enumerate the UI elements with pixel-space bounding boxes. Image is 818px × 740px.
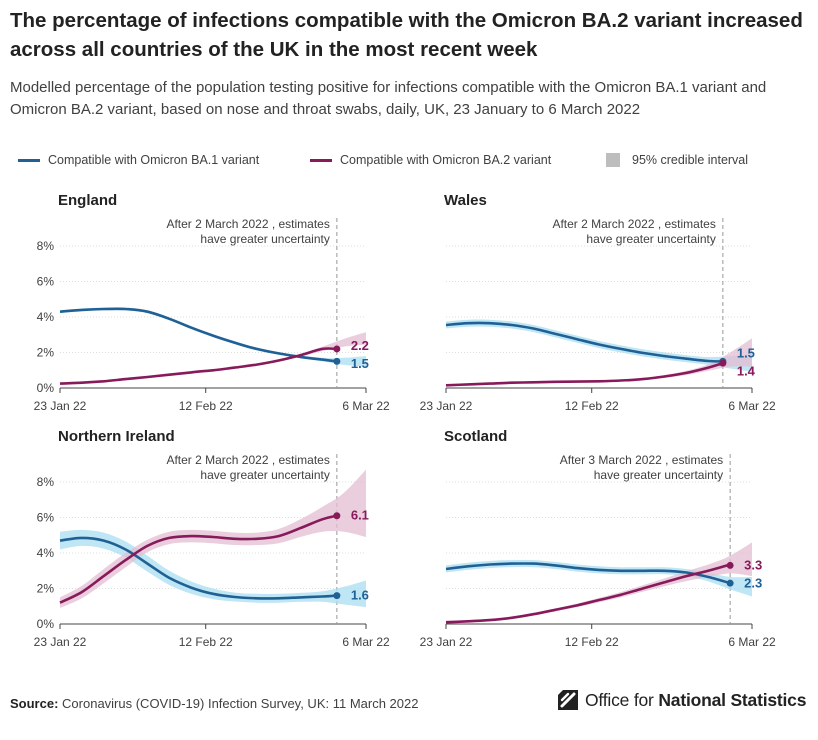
series-line-ba2 xyxy=(445,563,731,624)
y-tick-label: 4% xyxy=(37,546,55,560)
x-tick-label: 23 Jan 22 xyxy=(420,635,473,649)
x-tick-label: 6 Mar 22 xyxy=(342,399,390,413)
y-tick-label: 4% xyxy=(37,310,55,324)
credible-interval-ba2 xyxy=(60,469,366,608)
uncertainty-annotation: have greater uncertainty xyxy=(586,232,715,246)
panel-england: England 0% 2% 4% 6% 8% 23 Jan 22 12 Feb 22 6 Mar… xyxy=(34,192,390,413)
uncertainty-annotation: After 2 March 2022 , estimates xyxy=(166,217,329,231)
end-point-ba2 xyxy=(719,359,727,367)
legend-label-ci: 95% credible interval xyxy=(632,153,749,167)
x-tick-label: 23 Jan 22 xyxy=(420,399,473,413)
panel-title: Scotland xyxy=(444,428,507,445)
series-line-ba1 xyxy=(445,321,723,363)
panel-title: England xyxy=(58,192,117,209)
uncertainty-annotation: After 2 March 2022 , estimates xyxy=(552,217,715,231)
legend-item-ba1: Compatible with Omicron BA.1 variant xyxy=(18,150,259,170)
ons-logo-text: Office for National Statistics xyxy=(585,690,806,711)
y-tick-label: 8% xyxy=(37,239,55,253)
end-point-ba2 xyxy=(333,345,341,353)
uncertainty-annotation: After 2 March 2022 , estimates xyxy=(166,453,329,467)
x-tick-label: 12 Feb 22 xyxy=(179,399,233,413)
end-label-ba2: 6.1 xyxy=(351,508,369,523)
source-label: Source: xyxy=(10,696,59,711)
legend-label-ba1: Compatible with Omicron BA.1 variant xyxy=(48,153,260,167)
end-label-ba1: 1.5 xyxy=(351,356,369,371)
ons-logo-bold: National Statistics xyxy=(658,689,807,710)
y-tick-label: 6% xyxy=(37,511,55,525)
uncertainty-annotation: have greater uncertainty xyxy=(594,468,723,482)
end-label-ba1: 1.6 xyxy=(351,588,369,603)
series-line-ba2 xyxy=(59,347,337,385)
series-line-ba2 xyxy=(445,361,724,387)
x-tick-label: 6 Mar 22 xyxy=(342,635,390,649)
ons-logo-prefix: Office for xyxy=(585,689,659,710)
legend-label-ba2: Compatible with Omicron BA.2 variant xyxy=(340,153,552,167)
y-tick-label: 8% xyxy=(37,475,55,489)
y-tick-label: 2% xyxy=(37,346,55,360)
panel-title: Wales xyxy=(444,192,487,209)
legend-item-ba2: Compatible with Omicron BA.2 variant xyxy=(310,150,551,170)
source-text: Coronavirus (COVID-19) Infection Survey,… xyxy=(62,696,419,711)
end-point-ba2 xyxy=(726,561,734,569)
x-tick-label: 12 Feb 22 xyxy=(565,635,619,649)
credible-interval-ba1 xyxy=(60,307,366,367)
ons-logo: Office for National Statistics xyxy=(556,688,806,712)
series-line-ba2 xyxy=(59,514,338,604)
chart-title: The percentage of infections compatible … xyxy=(10,9,803,61)
legend-item-ci: 95% credible interval xyxy=(606,150,748,170)
small-multiples-chart: England 0% 2% 4% 6% 8% 23 Jan 22 12 Feb 22 6 Mar… xyxy=(34,192,776,649)
legend-swatch-ci xyxy=(606,153,620,167)
legend: Compatible with Omicron BA.1 variant Com… xyxy=(18,150,808,170)
x-tick-label: 23 Jan 22 xyxy=(34,399,87,413)
end-point-ba1 xyxy=(726,579,734,587)
end-label-ba2: 3.3 xyxy=(744,557,762,572)
uncertainty-annotation: have greater uncertainty xyxy=(200,232,329,246)
panel-title: Northern Ireland xyxy=(58,428,175,445)
uncertainty-annotation: have greater uncertainty xyxy=(200,468,329,482)
ons-logo-icon xyxy=(558,690,578,710)
legend-swatch-ba1 xyxy=(18,158,40,162)
x-tick-label: 6 Mar 22 xyxy=(728,635,776,649)
series-line-ba1 xyxy=(59,536,337,600)
source-note: Source: Coronavirus (COVID-19) Infection… xyxy=(10,696,418,711)
x-tick-label: 12 Feb 22 xyxy=(179,635,233,649)
y-tick-label: 0% xyxy=(37,617,55,631)
x-tick-label: 12 Feb 22 xyxy=(565,399,619,413)
end-label-ba2: 1.4 xyxy=(737,363,756,378)
end-point-ba1 xyxy=(333,592,341,600)
uncertainty-annotation: After 3 March 2022 , estimates xyxy=(560,453,723,467)
y-tick-label: 6% xyxy=(37,275,55,289)
panel-wales: Wales 23 Jan 22 12 Feb 22 6 Mar 22 After 2 M… xyxy=(420,192,776,413)
chart-subtitle: Modelled percentage of the population te… xyxy=(10,79,767,118)
x-tick-label: 23 Jan 22 xyxy=(34,635,87,649)
credible-interval-ba2 xyxy=(446,542,752,624)
end-label-ba1: 2.3 xyxy=(744,575,762,590)
series-line-ba1 xyxy=(445,562,731,585)
y-tick-label: 2% xyxy=(37,582,55,596)
end-point-ba2 xyxy=(333,512,341,520)
end-label-ba2: 2.2 xyxy=(351,338,369,353)
y-tick-label: 0% xyxy=(37,381,55,395)
legend-swatch-ba2 xyxy=(310,158,332,162)
x-tick-label: 6 Mar 22 xyxy=(728,399,776,413)
credible-interval-ba1 xyxy=(446,559,752,597)
panel-northern-ireland: Northern Ireland 0% 2% 4% 6% 8% 23 Jan 22 12 Fe… xyxy=(34,428,390,649)
panel-scotland: Scotland 23 Jan 22 12 Feb 22 6 Mar 22 After … xyxy=(420,428,776,649)
end-point-ba1 xyxy=(333,357,341,365)
end-label-ba1: 1.5 xyxy=(737,345,755,360)
